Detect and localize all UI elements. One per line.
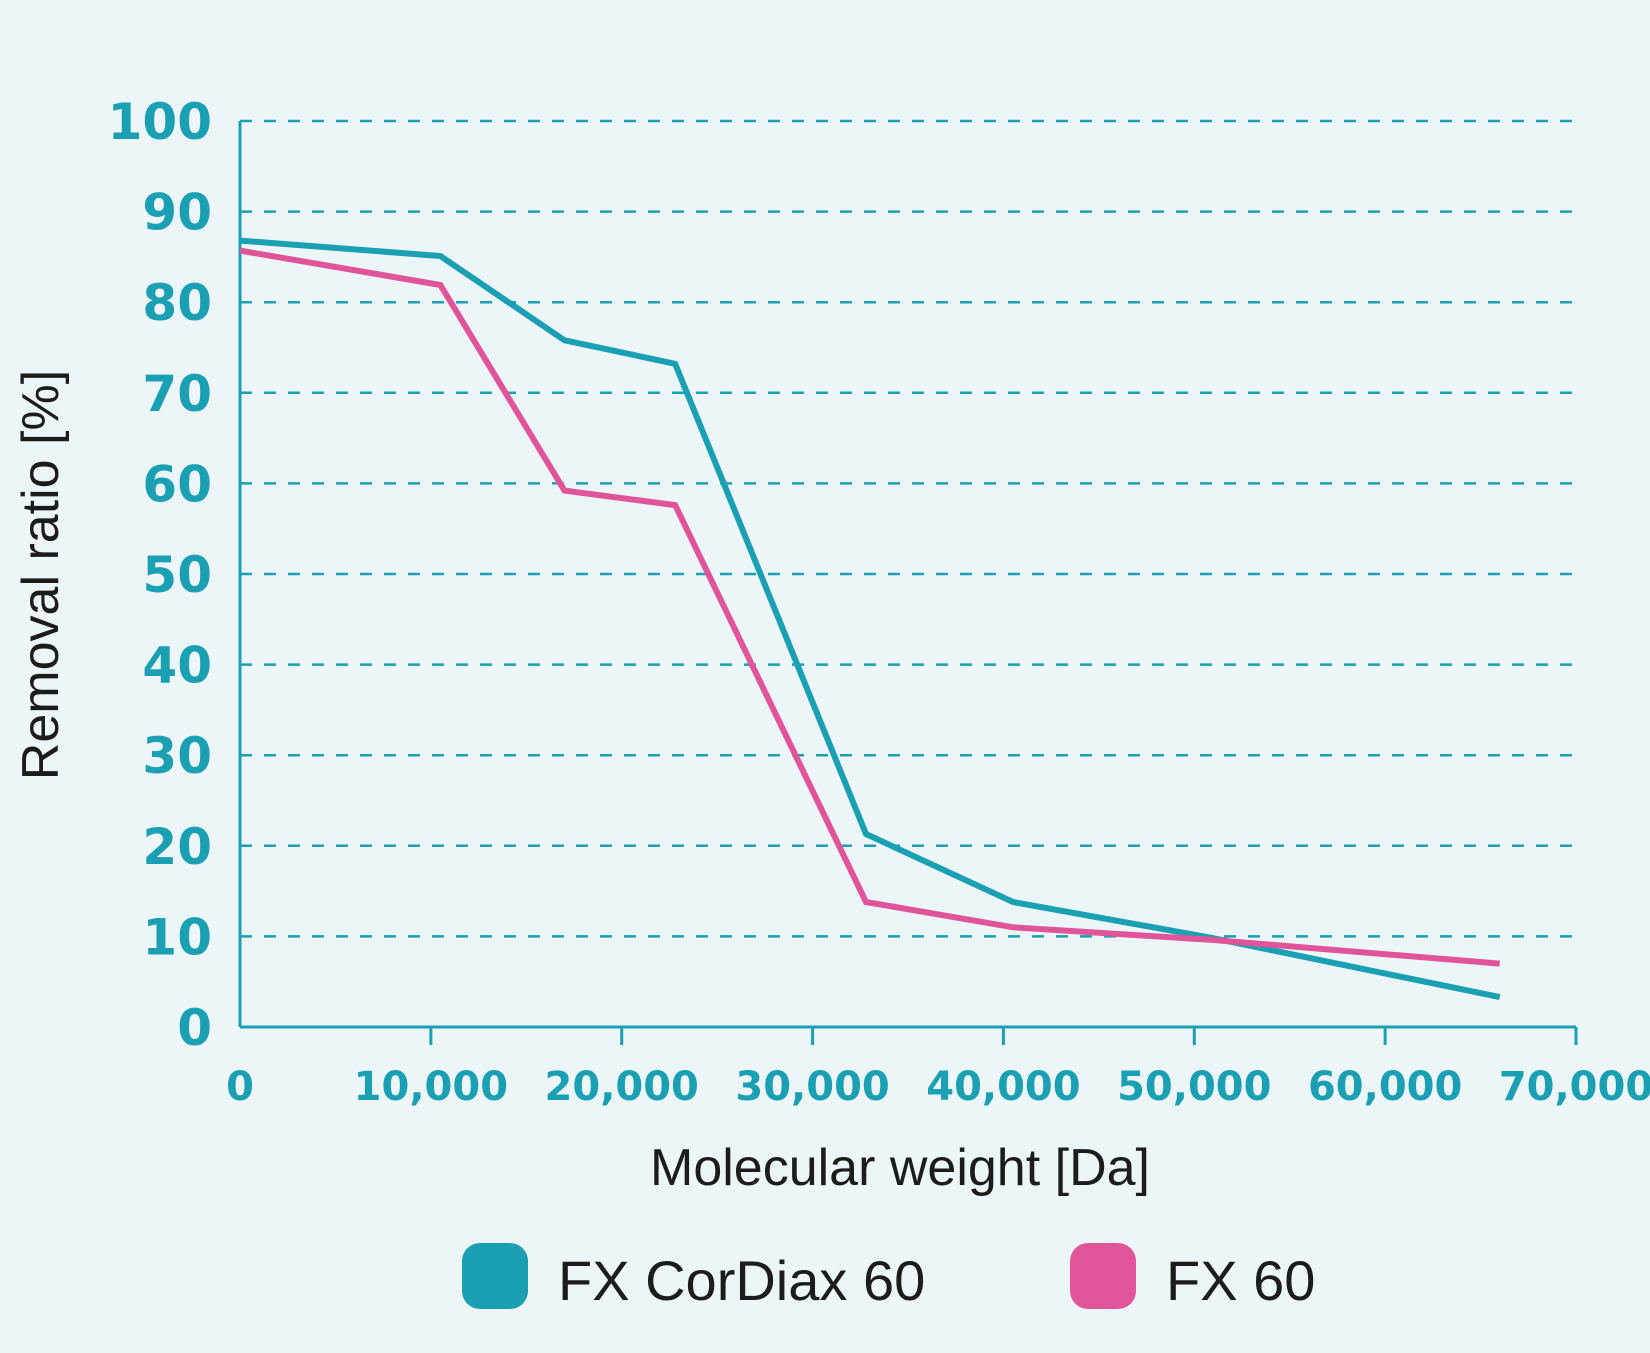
legend: FX CorDiax 60 FX 60 bbox=[462, 1243, 1315, 1312]
y-tick-label: 40 bbox=[142, 637, 212, 695]
y-tick-label: 50 bbox=[142, 546, 212, 604]
y-tick-label: 100 bbox=[108, 93, 212, 151]
x-tick-label: 40,000 bbox=[926, 1064, 1080, 1110]
x-tick-label: 50,000 bbox=[1117, 1064, 1271, 1110]
legend-swatch-fx-cordiax-60 bbox=[462, 1243, 528, 1309]
x-tick-label: 10,000 bbox=[354, 1064, 508, 1110]
x-axis-label: Molecular weight [Da] bbox=[650, 1139, 1150, 1197]
legend-swatch-fx-60 bbox=[1070, 1243, 1136, 1309]
x-tick-label: 20,000 bbox=[545, 1064, 699, 1110]
tick-labels: 0 10,000 20,000 30,000 40,000 50,000 60,000 70,… bbox=[108, 93, 1650, 1110]
legend-label-fx-cordiax-60: FX CorDiax 60 bbox=[558, 1249, 925, 1312]
x-tick-label: 70,000 bbox=[1499, 1064, 1650, 1110]
series-line-fx-60 bbox=[239, 247, 1500, 967]
y-axis-label: Removal ratio [%] bbox=[12, 370, 70, 780]
series-line-fx-cordiax-60 bbox=[239, 237, 1501, 1001]
series-lines bbox=[239, 237, 1501, 1001]
y-tick-label: 60 bbox=[142, 455, 212, 513]
x-tick-label: 30,000 bbox=[735, 1064, 889, 1110]
y-tick-label: 30 bbox=[142, 727, 212, 785]
y-tick-label: 10 bbox=[142, 908, 212, 966]
legend-label-fx-60: FX 60 bbox=[1166, 1249, 1315, 1312]
y-tick-label: 0 bbox=[177, 999, 212, 1057]
y-tick-label: 80 bbox=[142, 274, 212, 332]
axes bbox=[238, 121, 1578, 1045]
x-tick-label: 0 bbox=[226, 1064, 254, 1110]
x-tick-label: 60,000 bbox=[1308, 1064, 1462, 1110]
y-tick-label: 70 bbox=[142, 365, 212, 423]
y-tick-label: 20 bbox=[142, 818, 212, 876]
y-tick-label: 90 bbox=[142, 184, 212, 242]
grid-lines bbox=[240, 119, 1576, 938]
